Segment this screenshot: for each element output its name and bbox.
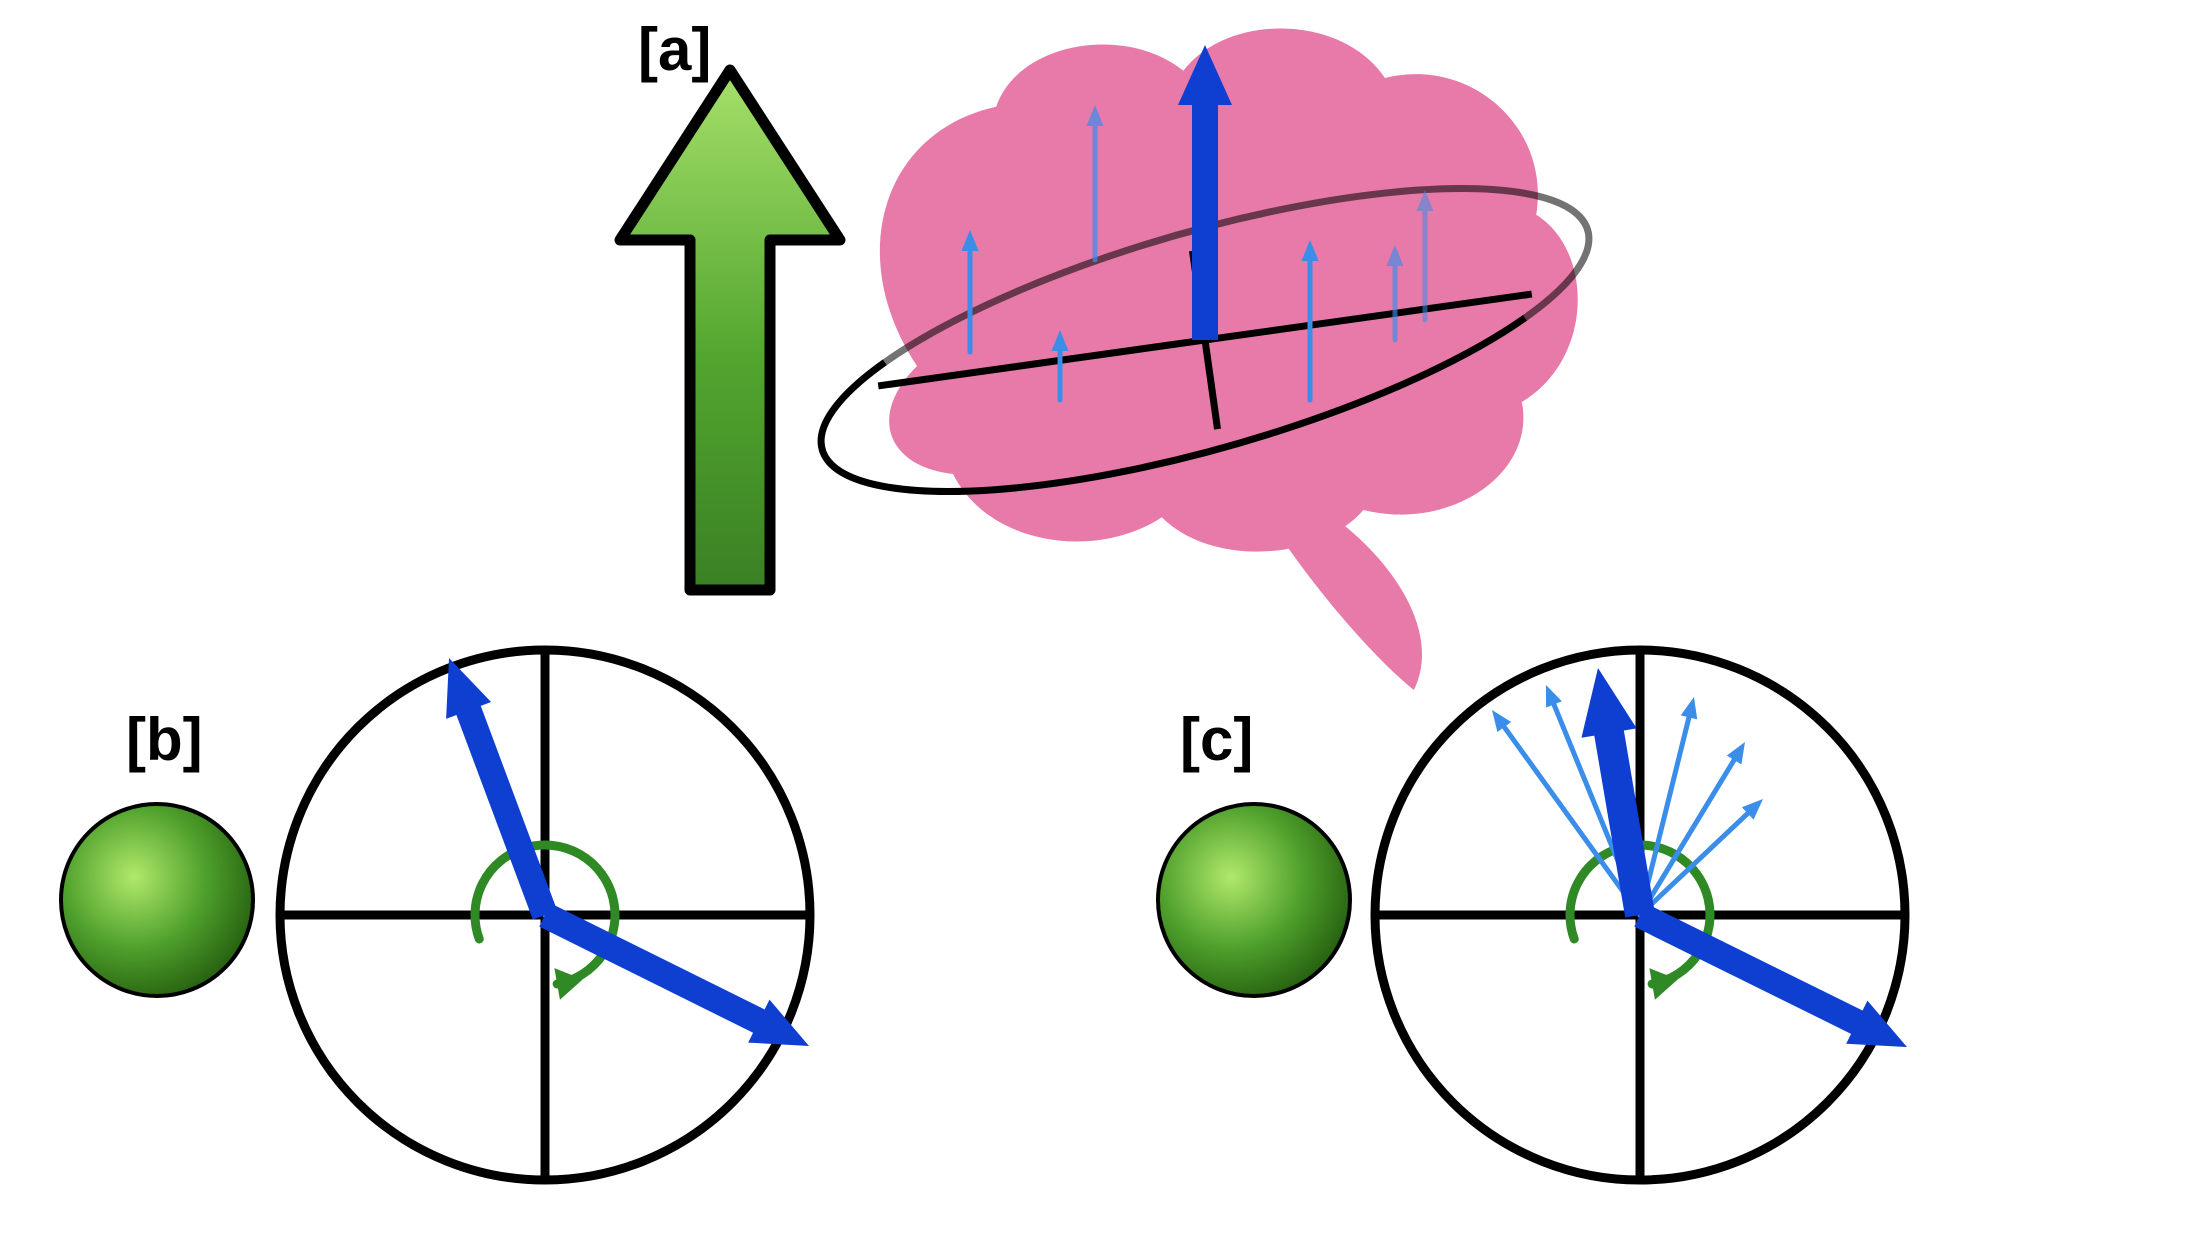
b0-field-arrow-icon — [620, 70, 840, 590]
rf-pulse-sphere-b — [61, 804, 253, 996]
panel-label: [c] — [1180, 706, 1253, 773]
diagram-root: [a] [b] [c] — [0, 0, 2200, 1250]
brain-icon — [880, 28, 1578, 690]
panel-label: [b] — [126, 706, 203, 773]
rf-pulse-sphere-c — [1158, 804, 1350, 996]
panel-label: [a] — [638, 16, 711, 83]
